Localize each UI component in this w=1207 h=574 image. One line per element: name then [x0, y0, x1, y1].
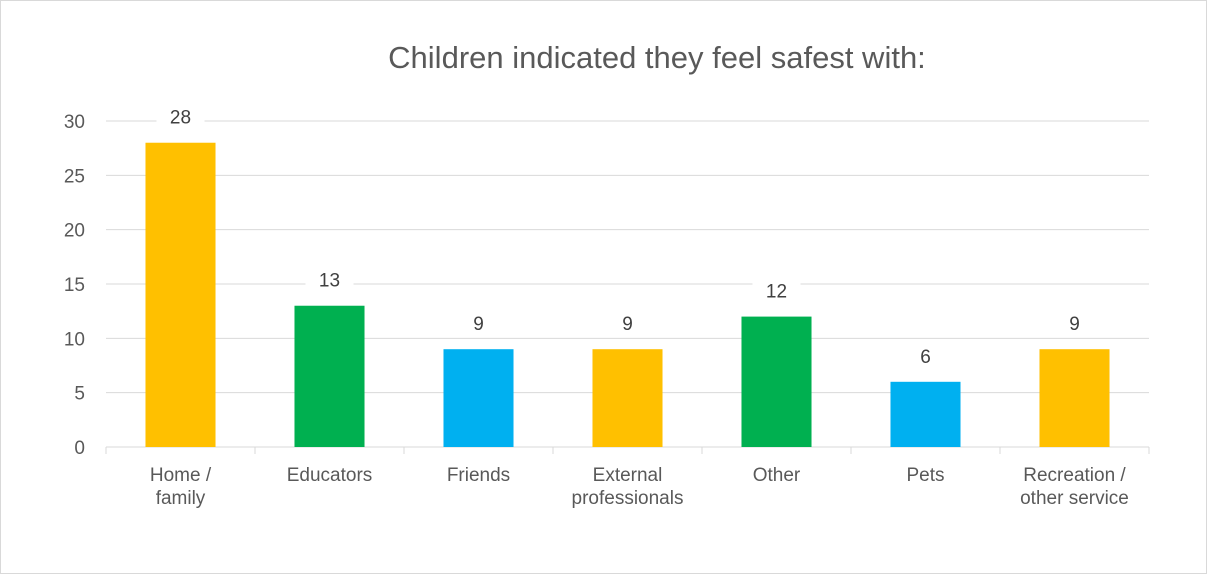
- data-label: 9: [622, 314, 633, 335]
- y-tick-label: 25: [64, 166, 85, 187]
- data-label: 9: [473, 314, 484, 335]
- data-label: 6: [920, 347, 931, 368]
- bar: [592, 349, 662, 447]
- bar: [443, 349, 513, 447]
- y-tick-label: 0: [74, 438, 85, 459]
- x-tick-label: Friends: [447, 465, 510, 486]
- x-tick-label-line: External: [593, 465, 663, 486]
- data-label: 9: [1069, 314, 1080, 335]
- x-tick-label: Home / family: [150, 465, 212, 509]
- y-tick-label: 20: [64, 221, 85, 242]
- x-axis: [106, 447, 1149, 454]
- bar: [145, 143, 215, 447]
- y-tick-label: 30: [64, 112, 85, 133]
- chart-title: Children indicated they feel safest with…: [388, 40, 926, 75]
- bar: [1039, 349, 1109, 447]
- bars: [145, 143, 1109, 447]
- bar: [741, 317, 811, 447]
- y-tick-label: 10: [64, 329, 85, 350]
- x-tick-label-line: family: [156, 488, 206, 509]
- bar: [294, 306, 364, 447]
- x-tick-label-line: Other: [753, 465, 801, 486]
- y-tick-label: 5: [74, 384, 85, 405]
- x-tick-label: Educators: [287, 465, 373, 486]
- x-tick-label-line: Home /: [150, 465, 212, 486]
- x-tick-label-line: Pets: [906, 465, 944, 486]
- labels: 0 5 10 15 20 25 30 28 Home / family 13 Educators 9 Fr…: [64, 107, 1129, 509]
- x-tick-label: Other: [753, 465, 801, 486]
- data-label: 12: [766, 282, 787, 303]
- data-label: 28: [170, 108, 191, 129]
- y-tick-label: 15: [64, 275, 85, 296]
- x-tick-label: Pets: [906, 465, 944, 486]
- x-tick-label-line: Friends: [447, 465, 510, 486]
- x-tick-label: Recreation / other service: [1020, 465, 1129, 509]
- x-tick-label-line: professionals: [572, 488, 684, 509]
- x-tick-label-line: Educators: [287, 465, 373, 486]
- bar: [890, 382, 960, 447]
- data-label: 13: [319, 271, 340, 292]
- x-tick-label-line: Recreation /: [1023, 465, 1126, 486]
- x-tick-label-line: other service: [1020, 488, 1129, 509]
- x-tick-label: External professionals: [572, 465, 684, 509]
